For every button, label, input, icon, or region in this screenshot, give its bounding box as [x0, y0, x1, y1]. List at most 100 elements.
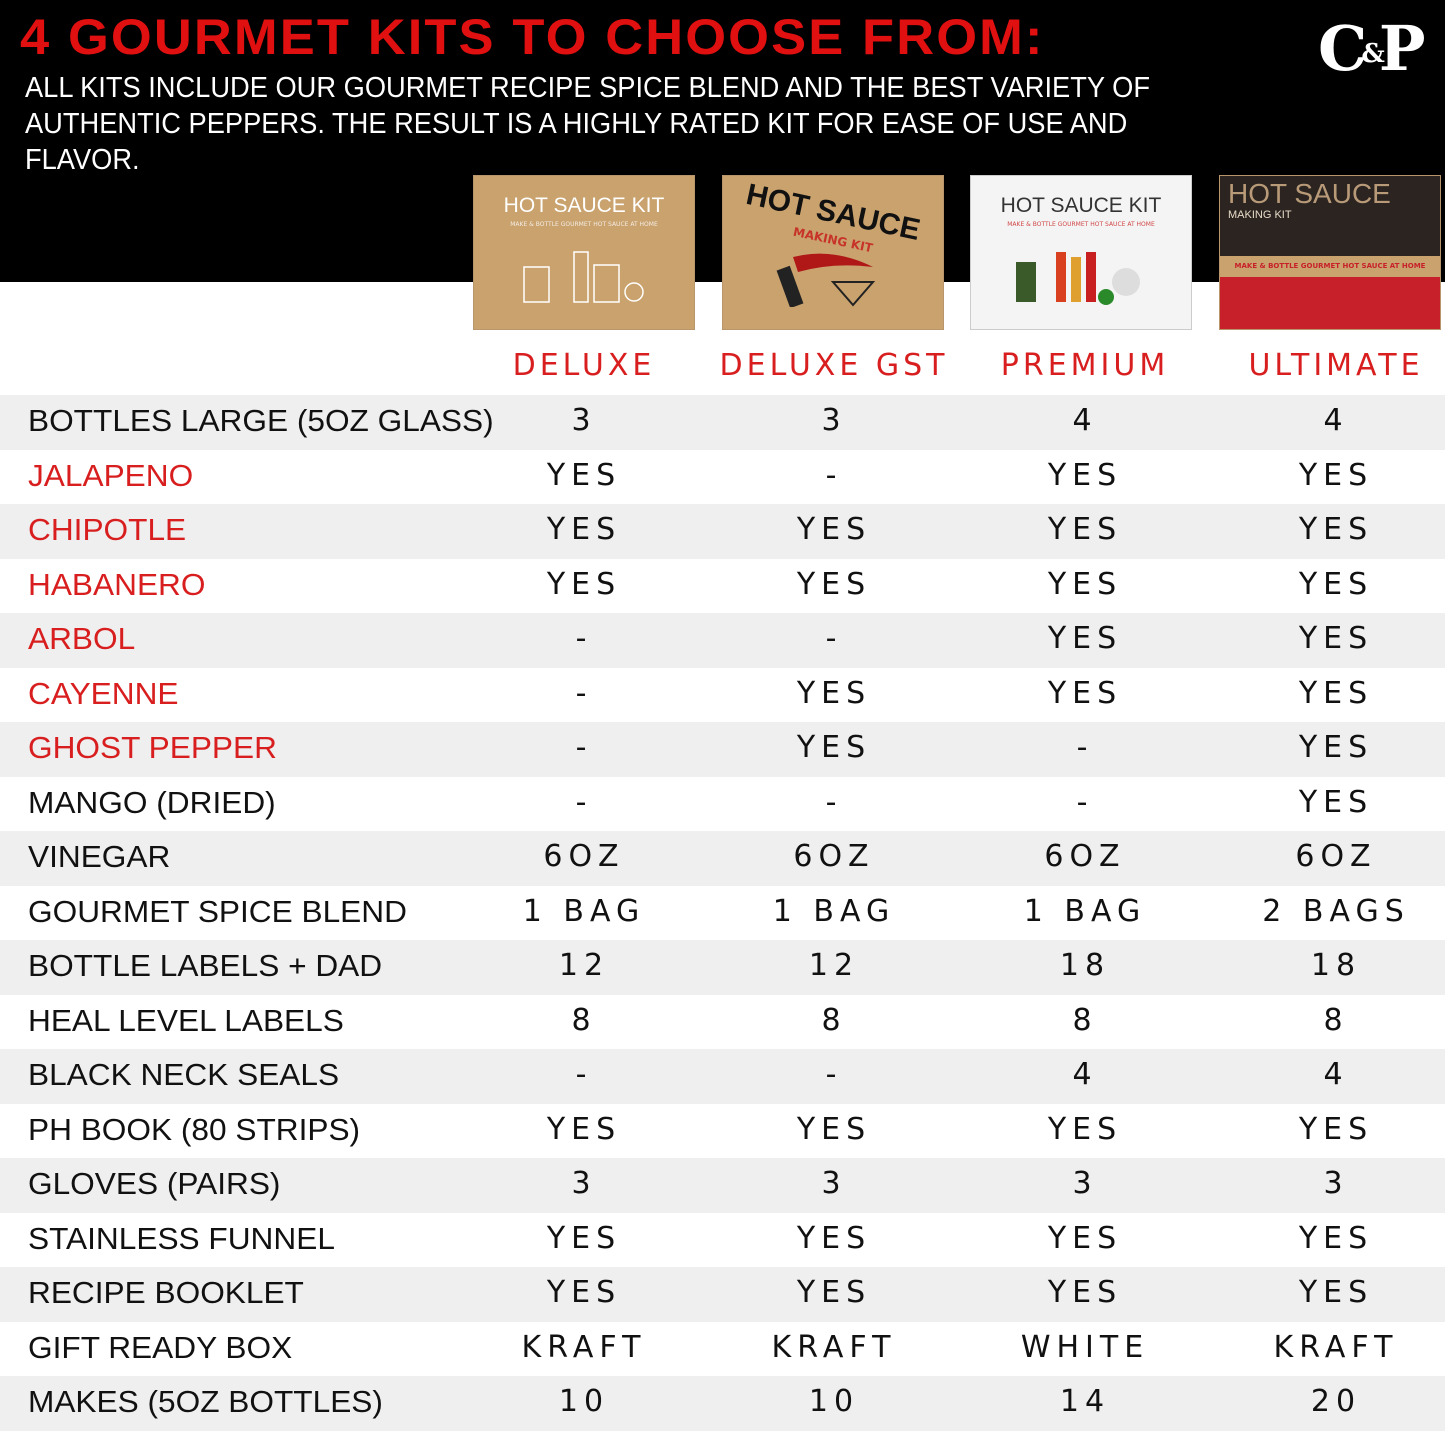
- table-cell: YES: [1047, 1111, 1123, 1147]
- table-cell: -: [1076, 730, 1094, 765]
- table-cell: YES: [1047, 512, 1123, 547]
- table-cell: YES: [796, 730, 872, 765]
- table-cell: YES: [1298, 1220, 1374, 1256]
- brand-logo: C&P: [1318, 12, 1425, 85]
- table-row: PH BOOK (80 STRIPS) YES YES YES YES: [0, 1104, 1445, 1159]
- ultimate-box-image: HOT SAUCE MAKING KIT MAKE & BOTTLE GOURME…: [1219, 175, 1441, 330]
- table-cell: -: [575, 675, 593, 711]
- table-cell: YES: [546, 512, 622, 547]
- table-cell: 12: [808, 948, 860, 983]
- row-label: GHOST PEPPER: [28, 730, 277, 765]
- table-cell: 14: [1059, 1384, 1111, 1419]
- table-cell: YES: [1047, 566, 1123, 602]
- table-cell: 3: [571, 403, 597, 438]
- table-cell: YES: [1047, 1220, 1123, 1256]
- table-cell: 3: [821, 403, 847, 438]
- table-cell: 18: [1059, 948, 1111, 983]
- table-cell: YES: [796, 566, 872, 602]
- table-cell: -: [575, 784, 593, 820]
- row-label: HABANERO: [28, 566, 206, 602]
- table-cell: YES: [1047, 621, 1123, 656]
- table-cell: 8: [1323, 1002, 1349, 1038]
- table-row: BLACK NECK SEALS - - 4 4: [0, 1049, 1445, 1104]
- table-cell: 4: [1072, 403, 1098, 438]
- table-cell: KRAFT: [1273, 1329, 1399, 1365]
- table-cell: 6OZ: [1295, 839, 1377, 874]
- row-label: BOTTLES LARGE (5OZ GLASS): [28, 403, 494, 438]
- row-label: VINEGAR: [28, 839, 171, 874]
- table-cell: 1 BAG: [522, 893, 646, 929]
- table-cell: 2 BAGS: [1262, 893, 1410, 929]
- table-row: GOURMET SPICE BLEND 1 BAG 1 BAG 1 BAG 2 BAGS: [0, 886, 1445, 941]
- table-cell: -: [575, 621, 593, 656]
- table-cell: 20: [1310, 1384, 1362, 1419]
- table-row: CHIPOTLE YES YES YES YES: [0, 504, 1445, 559]
- table-cell: 1 BAG: [772, 893, 896, 929]
- table-cell: 6OZ: [543, 839, 625, 874]
- deluxe-gst-box-image: HOT SAUCE MAKING KIT: [722, 175, 944, 330]
- table-cell: -: [825, 621, 843, 656]
- table-row: MANGO (DRIED) - - - YES: [0, 777, 1445, 832]
- table-cell: -: [575, 730, 593, 765]
- table-cell: KRAFT: [521, 1329, 647, 1365]
- row-label: STAINLESS FUNNEL: [28, 1220, 335, 1256]
- table-row: BOTTLE LABELS + DAD 12 12 18 18: [0, 940, 1445, 995]
- table-row: GHOST PEPPER - YES - YES: [0, 722, 1445, 777]
- table-cell: 1 BAG: [1023, 893, 1147, 929]
- box-title: HOT SAUCE: [1228, 178, 1391, 209]
- table-row: MAKES (5OZ BOTTLES) 10 10 14 20: [0, 1376, 1445, 1431]
- ingredients-photo-icon: [1016, 252, 1140, 305]
- box-subtitle: MAKE & BOTTLE GOURMET HOT SAUCE AT HOME: [510, 221, 658, 228]
- premium-box-image: HOT SAUCE KIT MAKE & BOTTLE GOURMET HOT …: [970, 175, 1192, 330]
- row-label: GLOVES (PAIRS): [28, 1166, 281, 1201]
- table-row: VINEGAR 6OZ 6OZ 6OZ 6OZ: [0, 831, 1445, 886]
- table-row: GLOVES (PAIRS) 3 3 3 3: [0, 1158, 1445, 1213]
- table-cell: 4: [1072, 1057, 1098, 1092]
- table-cell: 3: [571, 1166, 597, 1201]
- table-cell: 8: [821, 1002, 847, 1038]
- box-title: HOT SAUCE KIT: [1000, 194, 1162, 217]
- table-cell: YES: [1298, 730, 1374, 765]
- table-cell: -: [825, 457, 843, 493]
- table-cell: YES: [1047, 1275, 1123, 1310]
- table-cell: 18: [1310, 948, 1362, 983]
- table-cell: YES: [1298, 1111, 1374, 1147]
- table-cell: YES: [796, 1111, 872, 1147]
- deluxe-box-image: HOT SAUCE KIT MAKE & BOTTLE GOURMET HOT …: [473, 175, 695, 330]
- row-label: HEAL LEVEL LABELS: [28, 1002, 344, 1038]
- row-label: GOURMET SPICE BLEND: [28, 893, 407, 929]
- box-title: HOT SAUCE KIT: [503, 194, 665, 217]
- kit-name-deluxe-gst: DELUXE GST: [719, 348, 949, 383]
- table-cell: YES: [796, 512, 872, 547]
- table-cell: YES: [1298, 566, 1374, 602]
- table-cell: 4: [1323, 403, 1349, 438]
- box-tagline: MAKE & BOTTLE GOURMET HOT SAUCE AT HOME: [1234, 262, 1426, 270]
- table-cell: YES: [546, 1275, 622, 1310]
- ingredients-illustration-icon: [523, 251, 644, 303]
- table-cell: 3: [821, 1166, 847, 1201]
- table-cell: -: [1076, 784, 1094, 820]
- page-title: 4 GOURMET KITS TO CHOOSE FROM:: [20, 9, 1045, 65]
- row-label: JALAPENO: [28, 457, 194, 493]
- page-subtitle: ALL KITS INCLUDE OUR GOURMET RECIPE SPIC…: [25, 72, 1151, 176]
- table-cell: 3: [1323, 1166, 1349, 1201]
- row-label: BLACK NECK SEALS: [28, 1057, 340, 1092]
- table-cell: YES: [1298, 621, 1374, 656]
- table-cell: YES: [1298, 512, 1374, 547]
- table-cell: YES: [796, 675, 872, 711]
- table-cell: YES: [1047, 675, 1123, 711]
- table-row: JALAPENO YES - YES YES: [0, 450, 1445, 505]
- table-row: STAINLESS FUNNEL YES YES YES YES: [0, 1213, 1445, 1268]
- row-label: CHIPOTLE: [28, 512, 187, 547]
- table-cell: KRAFT: [771, 1329, 897, 1365]
- table-cell: YES: [546, 1111, 622, 1147]
- table-cell: YES: [1298, 675, 1374, 711]
- box-red-band: [1220, 277, 1440, 329]
- table-cell: YES: [1298, 784, 1374, 820]
- row-label: MANGO (DRIED): [28, 784, 276, 820]
- row-label: GIFT READY BOX: [28, 1329, 293, 1365]
- table-cell: 12: [558, 948, 610, 983]
- table-cell: -: [825, 1057, 843, 1092]
- table-cell: YES: [546, 566, 622, 602]
- row-label: ARBOL: [28, 621, 136, 656]
